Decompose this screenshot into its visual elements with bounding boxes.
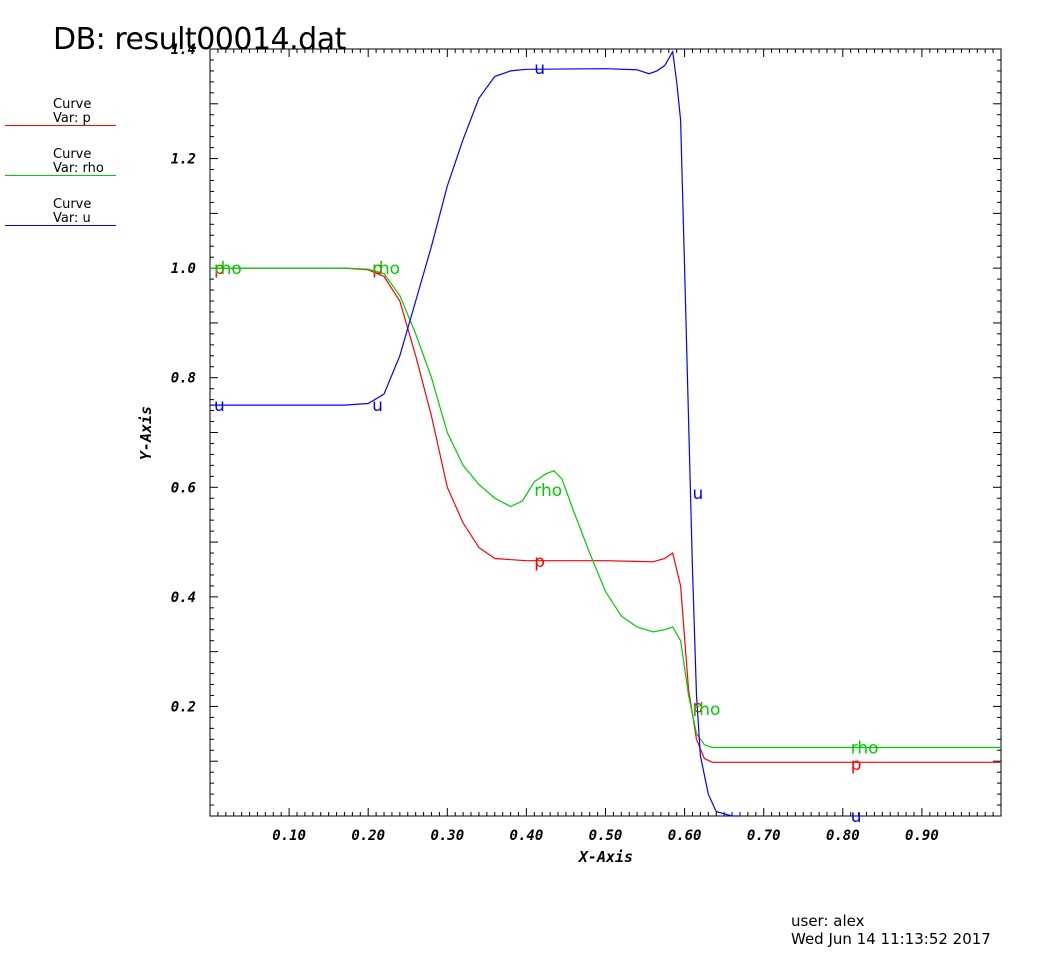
- series-label-u: u: [534, 59, 545, 79]
- legend-curve-label: Curve: [53, 197, 92, 212]
- x-tick-label: 0.70: [747, 828, 781, 844]
- legend-var-label: Var: u: [53, 211, 91, 226]
- series-label-rho: rho: [372, 259, 400, 279]
- x-tick-label: 0.30: [430, 828, 464, 844]
- y-tick-label: 0.4: [171, 590, 196, 606]
- x-tick-label: 0.80: [826, 828, 860, 844]
- footer-date: Wed Jun 14 11:13:52 2017: [791, 930, 991, 948]
- x-tick-label: 0.20: [351, 828, 385, 844]
- axis-ticks: 0.10 0.20 0.30 0.40 0.50 0.60 0.70 0.80 0.90 0.2 0…: [171, 42, 1002, 844]
- x-tick-label: 0.40: [510, 828, 544, 844]
- series-label-u: u: [214, 396, 225, 416]
- series-label-p: p: [214, 259, 225, 279]
- y-tick-label: 0.6: [171, 480, 196, 496]
- legend-curve-label: Curve: [53, 97, 92, 112]
- series-line-p: [210, 267, 1001, 763]
- plot-border: [209, 48, 1002, 817]
- legend-line-rho: [5, 175, 116, 176]
- x-axis-title: X-Axis: [577, 848, 633, 866]
- footer-user: user: alex: [791, 912, 865, 930]
- series-label-p: p: [693, 697, 704, 717]
- legend-entry-rho: Curve Var: rho: [5, 148, 117, 188]
- legend-curve-label: Curve: [53, 147, 92, 162]
- x-tick-label: 0.90: [905, 828, 939, 844]
- series-label-p: p: [372, 259, 383, 279]
- plot-frame: [209, 48, 1002, 817]
- y-tick-label: 1.4: [171, 42, 196, 58]
- y-tick-label: 1.2: [171, 152, 196, 168]
- y-axis-title: Y-Axis: [137, 406, 155, 460]
- series-label-p: p: [534, 552, 545, 572]
- series-label-rho: rho: [693, 700, 721, 720]
- legend-var-label: Var: p: [53, 111, 91, 126]
- legend-line-p: [5, 125, 116, 126]
- series-line-rho: [210, 267, 1001, 749]
- series-label-rho: rho: [851, 739, 879, 759]
- legend-entry-u: Curve Var: u: [5, 198, 117, 238]
- x-tick-label: 0.10: [272, 828, 306, 844]
- y-tick-label: 0.8: [171, 371, 196, 387]
- series-lines: [210, 49, 1001, 817]
- y-tick-label: 0.2: [171, 699, 196, 715]
- x-tick-label: 0.50: [589, 828, 623, 844]
- series-label-u: u: [372, 396, 383, 416]
- series-label-p: p: [851, 755, 862, 775]
- legend-entry-p: Curve Var: p: [5, 98, 117, 138]
- legend-line-u: [5, 225, 116, 226]
- series-label-u: u: [693, 484, 704, 504]
- series-line-u: [210, 49, 740, 817]
- series-label-rho: rho: [534, 481, 562, 501]
- x-tick-label: 0.60: [668, 828, 702, 844]
- y-tick-label: 1.0: [171, 261, 196, 277]
- series-label-u: u: [851, 807, 862, 827]
- series-label-rho: rho: [214, 259, 242, 279]
- legend-var-label: Var: rho: [53, 161, 104, 176]
